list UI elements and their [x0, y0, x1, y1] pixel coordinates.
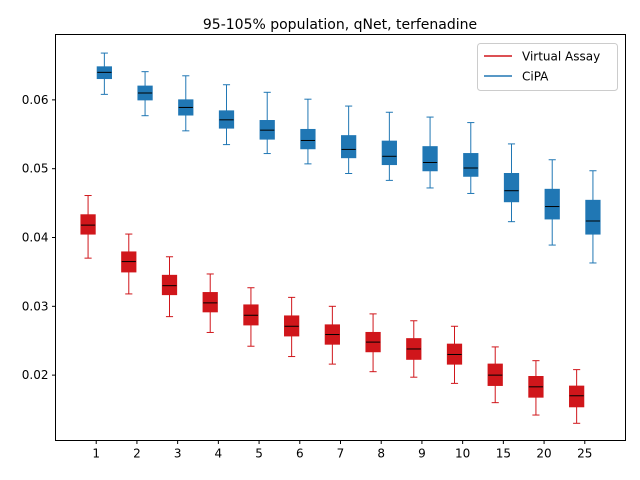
- x-tick-label: 1: [92, 447, 100, 461]
- x-axis: 1 2 3 4 5 6 7 8 9 10 15 20 25: [92, 440, 592, 461]
- box-1-10: [503, 143, 520, 223]
- x-tick-label: 4: [215, 447, 223, 461]
- box-body: [161, 274, 178, 296]
- box-body: [503, 173, 520, 203]
- chart-title: 95-105% population, qNet, terfenadine: [203, 17, 477, 33]
- box-body: [544, 188, 560, 220]
- box-1-9: [463, 122, 479, 194]
- box-0-3: [202, 273, 218, 333]
- box-body: [300, 128, 316, 150]
- x-tick-label: 20: [536, 447, 551, 461]
- box-0-11: [528, 360, 544, 416]
- box-1-11: [544, 159, 560, 246]
- box-0-10: [487, 346, 503, 404]
- box-1-1: [137, 71, 153, 117]
- plot-area: [80, 52, 601, 424]
- x-tick-label: 3: [174, 447, 182, 461]
- box-body: [569, 385, 585, 408]
- box-1-4: [259, 91, 275, 155]
- box-body: [341, 135, 357, 159]
- y-tick-label: 0.03: [22, 299, 49, 313]
- x-tick-label: 8: [377, 447, 385, 461]
- box-0-6: [324, 305, 340, 365]
- box-body: [80, 214, 96, 235]
- box-0-9: [446, 325, 463, 384]
- box-1-8: [422, 116, 438, 189]
- box-0-7: [365, 313, 381, 373]
- x-tick-label: 5: [255, 447, 263, 461]
- box-1-0: [96, 52, 112, 95]
- y-tick-label: 0.05: [22, 162, 49, 176]
- legend: Virtual Assay CiPA: [477, 43, 618, 91]
- box-0-0: [80, 195, 96, 259]
- box-1-12: [585, 170, 601, 264]
- box-0-8: [406, 320, 422, 378]
- box-1-3: [218, 84, 235, 146]
- box-1-7: [381, 111, 397, 181]
- box-0-2: [161, 256, 178, 318]
- y-tick-label: 0.06: [22, 93, 49, 107]
- legend-frame: [477, 43, 618, 91]
- legend-label-0: Virtual Assay: [522, 50, 600, 64]
- box-body: [381, 140, 397, 166]
- box-1-5: [300, 98, 316, 165]
- legend-label-1: CiPA: [522, 70, 549, 84]
- box-0-12: [569, 369, 585, 424]
- box-0-1: [121, 233, 137, 295]
- box-0-5: [284, 296, 300, 358]
- y-tick-label: 0.02: [22, 368, 49, 382]
- y-axis: 0.02 0.03 0.04 0.05 0.06: [22, 93, 56, 382]
- box-body: [422, 146, 438, 172]
- x-tick-label: 15: [496, 447, 511, 461]
- x-tick-label: 6: [296, 447, 304, 461]
- box-0-4: [243, 287, 259, 347]
- box-1-2: [178, 75, 194, 132]
- x-tick-label: 7: [337, 447, 345, 461]
- x-tick-label: 9: [418, 447, 426, 461]
- box-body: [202, 292, 218, 313]
- series-0: [80, 195, 585, 424]
- x-tick-label: 2: [133, 447, 141, 461]
- box-body: [463, 153, 479, 177]
- x-tick-label: 10: [455, 447, 470, 461]
- box-1-6: [341, 105, 357, 175]
- box-body: [585, 199, 601, 235]
- x-tick-label: 25: [577, 447, 592, 461]
- series-1: [96, 52, 601, 264]
- y-tick-label: 0.04: [22, 231, 49, 245]
